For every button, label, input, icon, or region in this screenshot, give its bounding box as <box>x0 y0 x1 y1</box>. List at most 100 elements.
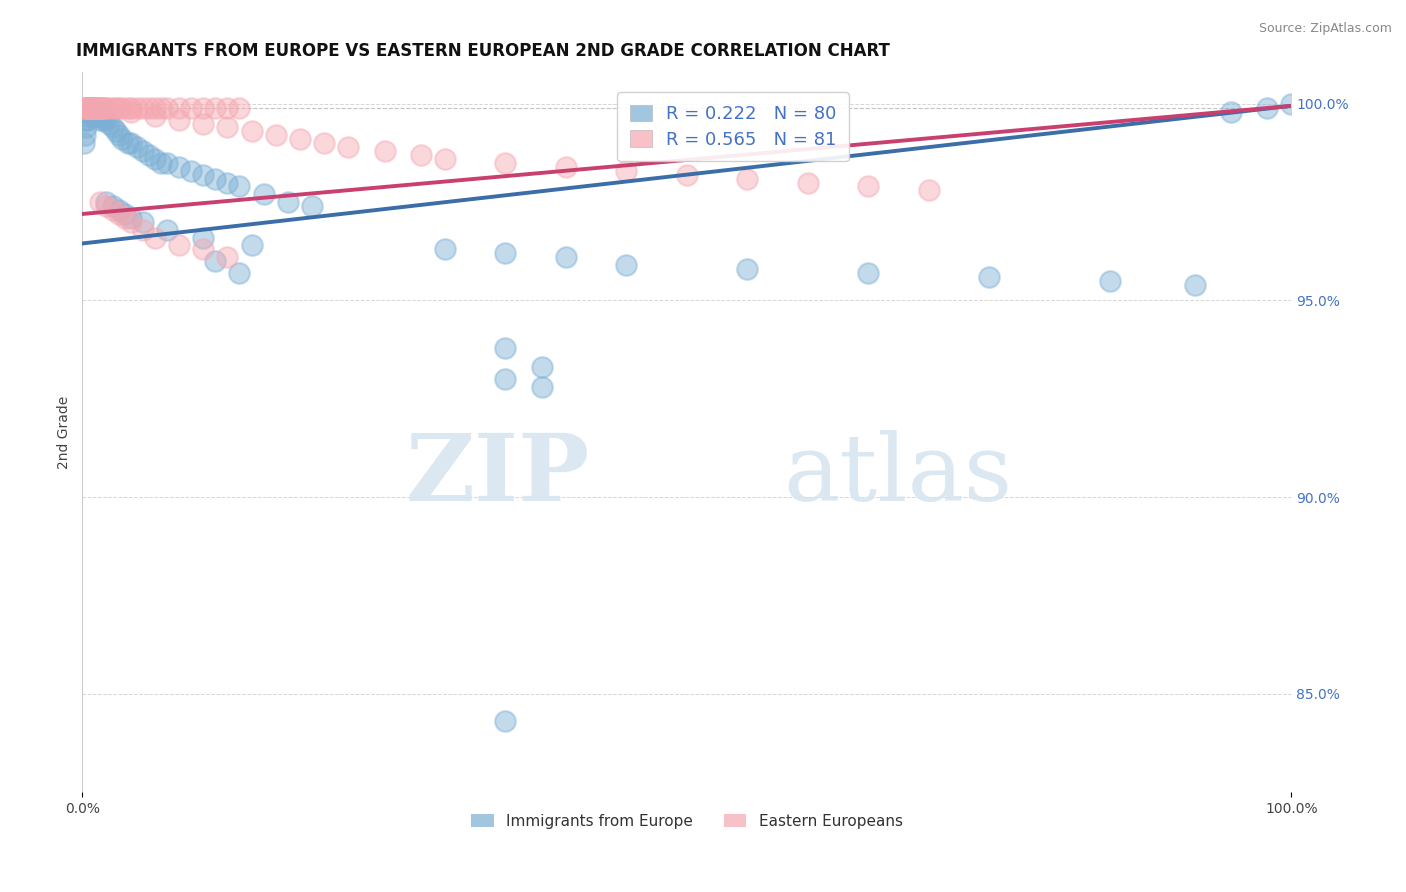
Point <box>409 148 432 162</box>
Point <box>80 101 103 115</box>
Point <box>101 202 124 217</box>
Point <box>494 341 516 355</box>
Point <box>143 230 166 244</box>
Point <box>80 101 103 115</box>
Point <box>91 112 114 127</box>
Text: ZIP: ZIP <box>406 430 591 520</box>
Point <box>75 112 97 127</box>
Point <box>856 266 879 280</box>
Point <box>107 128 129 143</box>
Point <box>180 163 202 178</box>
Point <box>89 112 111 127</box>
Point <box>1219 104 1241 119</box>
Point <box>143 152 166 166</box>
Point <box>120 101 142 115</box>
Point <box>167 160 190 174</box>
Point <box>87 104 110 119</box>
Point <box>80 101 103 115</box>
Point <box>193 116 215 130</box>
Point <box>156 223 179 237</box>
Point <box>735 262 758 277</box>
Point <box>83 104 105 119</box>
Point <box>217 176 239 190</box>
Point <box>204 101 226 115</box>
Point <box>107 101 129 115</box>
Point <box>73 128 96 143</box>
Point <box>80 101 103 115</box>
Point <box>132 215 155 229</box>
Point <box>84 101 107 115</box>
Point <box>86 109 108 123</box>
Point <box>87 101 110 115</box>
Point <box>204 171 226 186</box>
Point <box>75 101 97 115</box>
Point <box>337 140 360 154</box>
Point <box>80 101 103 115</box>
Point <box>97 101 120 115</box>
Point <box>77 101 100 115</box>
Point <box>86 104 108 119</box>
Point <box>494 156 516 170</box>
Point <box>530 360 553 375</box>
Legend: Immigrants from Europe, Eastern Europeans: Immigrants from Europe, Eastern European… <box>465 807 908 835</box>
Point <box>917 183 939 197</box>
Point <box>76 101 98 115</box>
Point <box>228 266 250 280</box>
Point <box>120 211 142 225</box>
Point <box>856 179 879 194</box>
Point <box>96 199 118 213</box>
Point <box>80 104 103 119</box>
Point <box>79 104 101 119</box>
Point <box>796 176 818 190</box>
Point <box>138 101 160 115</box>
Point <box>89 104 111 119</box>
Point <box>97 116 120 130</box>
Point <box>117 136 139 151</box>
Point <box>91 101 114 115</box>
Point <box>614 258 637 272</box>
Point <box>114 211 136 225</box>
Point <box>105 124 128 138</box>
Point <box>89 101 111 115</box>
Point <box>80 101 103 115</box>
Point <box>120 104 142 119</box>
Point <box>79 101 101 115</box>
Point <box>434 243 457 257</box>
Point <box>120 215 142 229</box>
Point <box>143 101 166 115</box>
Point <box>149 156 172 170</box>
Point <box>193 230 215 244</box>
Point <box>107 202 129 217</box>
Point <box>93 109 115 123</box>
Point <box>90 109 112 123</box>
Point <box>89 101 111 115</box>
Point <box>105 101 128 115</box>
Point <box>554 160 576 174</box>
Point <box>217 250 239 264</box>
Point <box>114 207 136 221</box>
Point <box>264 128 287 143</box>
Point <box>76 104 98 119</box>
Point <box>217 120 239 135</box>
Point <box>494 372 516 386</box>
Point <box>77 101 100 115</box>
Point <box>101 199 124 213</box>
Point <box>138 148 160 162</box>
Point <box>149 101 172 115</box>
Point <box>167 238 190 252</box>
Point <box>120 136 142 151</box>
Point <box>288 132 311 146</box>
Point <box>111 101 134 115</box>
Y-axis label: 2nd Grade: 2nd Grade <box>58 395 72 469</box>
Point <box>111 132 134 146</box>
Point <box>86 101 108 115</box>
Point <box>180 101 202 115</box>
Point <box>80 109 103 123</box>
Point <box>79 101 101 115</box>
Text: IMMIGRANTS FROM EUROPE VS EASTERN EUROPEAN 2ND GRADE CORRELATION CHART: IMMIGRANTS FROM EUROPE VS EASTERN EUROPE… <box>76 42 890 60</box>
Point <box>301 199 323 213</box>
Point <box>72 136 94 151</box>
Point <box>96 101 118 115</box>
Point <box>82 104 104 119</box>
Point <box>132 144 155 158</box>
